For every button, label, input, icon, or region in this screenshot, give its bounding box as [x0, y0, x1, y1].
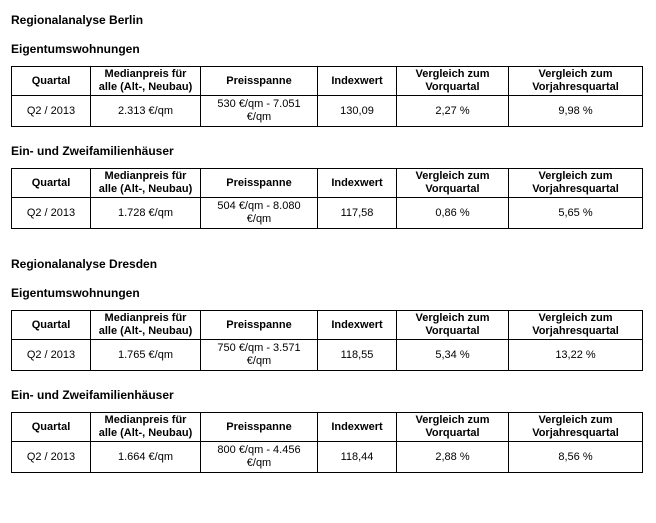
section-dresden: Regionalanalyse Dresden Eigentumswohnung…	[11, 257, 643, 473]
table-dresden-eigentumswohnungen: Quartal Medianpreis für alle (Alt-, Neub…	[11, 310, 643, 371]
cell-medianpreis: 1.765 €/qm	[90, 339, 201, 371]
column-header-preisspanne: Preisspanne	[200, 412, 318, 442]
table-header-row: Quartal Medianpreis für alle (Alt-, Neub…	[11, 412, 643, 442]
cell-quartal: Q2 / 2013	[11, 441, 91, 473]
table-header-row: Quartal Medianpreis für alle (Alt-, Neub…	[11, 66, 643, 96]
column-header-vergleich-vorjahresquartal: Vergleich zum Vorjahresquartal	[508, 310, 643, 340]
subsection-title-berlin-zweifamilienhaeuser: Ein- und Zweifamilienhäuser	[11, 144, 174, 158]
column-header-quartal: Quartal	[11, 66, 91, 96]
cell-vergleich-vorquartal: 0,86 %	[396, 197, 509, 229]
cell-quartal: Q2 / 2013	[11, 95, 91, 127]
section-title-dresden: Regionalanalyse Dresden	[11, 257, 158, 271]
cell-vergleich-vorjahresquartal: 5,65 %	[508, 197, 643, 229]
section-berlin: Regionalanalyse Berlin Eigentumswohnunge…	[11, 13, 643, 229]
column-header-quartal: Quartal	[11, 310, 91, 340]
column-header-medianpreis: Medianpreis für alle (Alt-, Neubau)	[90, 310, 201, 340]
table-row: Q2 / 2013 1.664 €/qm 800 €/qm - 4.456 €/…	[11, 441, 643, 473]
column-header-medianpreis: Medianpreis für alle (Alt-, Neubau)	[90, 168, 201, 198]
cell-vergleich-vorquartal: 2,88 %	[396, 441, 509, 473]
cell-quartal: Q2 / 2013	[11, 197, 91, 229]
table-row: Q2 / 2013 2.313 €/qm 530 €/qm - 7.051 €/…	[11, 95, 643, 127]
column-header-vergleich-vorquartal: Vergleich zum Vorquartal	[396, 168, 509, 198]
cell-preisspanne: 750 €/qm - 3.571 €/qm	[200, 339, 318, 371]
column-header-vergleich-vorquartal: Vergleich zum Vorquartal	[396, 310, 509, 340]
column-header-indexwert: Indexwert	[317, 412, 397, 442]
table-dresden-zweifamilienhaeuser: Quartal Medianpreis für alle (Alt-, Neub…	[11, 412, 643, 473]
subsection-title-dresden-zweifamilienhaeuser: Ein- und Zweifamilienhäuser	[11, 388, 174, 402]
cell-medianpreis: 1.728 €/qm	[90, 197, 201, 229]
cell-preisspanne: 800 €/qm - 4.456 €/qm	[200, 441, 318, 473]
column-header-vergleich-vorjahresquartal: Vergleich zum Vorjahresquartal	[508, 168, 643, 198]
table-berlin-eigentumswohnungen: Quartal Medianpreis für alle (Alt-, Neub…	[11, 66, 643, 127]
cell-preisspanne: 504 €/qm - 8.080 €/qm	[200, 197, 318, 229]
cell-indexwert: 118,44	[317, 441, 397, 473]
column-header-quartal: Quartal	[11, 412, 91, 442]
column-header-indexwert: Indexwert	[317, 66, 397, 96]
section-title-berlin: Regionalanalyse Berlin	[11, 13, 144, 27]
cell-vergleich-vorjahresquartal: 9,98 %	[508, 95, 643, 127]
column-header-quartal: Quartal	[11, 168, 91, 198]
column-header-vergleich-vorquartal: Vergleich zum Vorquartal	[396, 66, 509, 96]
cell-medianpreis: 1.664 €/qm	[90, 441, 201, 473]
cell-quartal: Q2 / 2013	[11, 339, 91, 371]
table-row: Q2 / 2013 1.765 €/qm 750 €/qm - 3.571 €/…	[11, 339, 643, 371]
cell-indexwert: 130,09	[317, 95, 397, 127]
subsection-title-berlin-eigentumswohnungen: Eigentumswohnungen	[11, 42, 140, 56]
column-header-vergleich-vorquartal: Vergleich zum Vorquartal	[396, 412, 509, 442]
table-header-row: Quartal Medianpreis für alle (Alt-, Neub…	[11, 168, 643, 198]
column-header-medianpreis: Medianpreis für alle (Alt-, Neubau)	[90, 412, 201, 442]
table-header-row: Quartal Medianpreis für alle (Alt-, Neub…	[11, 310, 643, 340]
cell-vergleich-vorquartal: 5,34 %	[396, 339, 509, 371]
cell-vergleich-vorjahresquartal: 13,22 %	[508, 339, 643, 371]
cell-indexwert: 118,55	[317, 339, 397, 371]
column-header-vergleich-vorjahresquartal: Vergleich zum Vorjahresquartal	[508, 66, 643, 96]
column-header-preisspanne: Preisspanne	[200, 310, 318, 340]
table-row: Q2 / 2013 1.728 €/qm 504 €/qm - 8.080 €/…	[11, 197, 643, 229]
column-header-preisspanne: Preisspanne	[200, 168, 318, 198]
column-header-indexwert: Indexwert	[317, 168, 397, 198]
column-header-vergleich-vorjahresquartal: Vergleich zum Vorjahresquartal	[508, 412, 643, 442]
cell-preisspanne: 530 €/qm - 7.051 €/qm	[200, 95, 318, 127]
column-header-indexwert: Indexwert	[317, 310, 397, 340]
table-berlin-zweifamilienhaeuser: Quartal Medianpreis für alle (Alt-, Neub…	[11, 168, 643, 229]
cell-vergleich-vorquartal: 2,27 %	[396, 95, 509, 127]
cell-vergleich-vorjahresquartal: 8,56 %	[508, 441, 643, 473]
column-header-medianpreis: Medianpreis für alle (Alt-, Neubau)	[90, 66, 201, 96]
cell-indexwert: 117,58	[317, 197, 397, 229]
cell-medianpreis: 2.313 €/qm	[90, 95, 201, 127]
subsection-title-dresden-eigentumswohnungen: Eigentumswohnungen	[11, 286, 140, 300]
column-header-preisspanne: Preisspanne	[200, 66, 318, 96]
